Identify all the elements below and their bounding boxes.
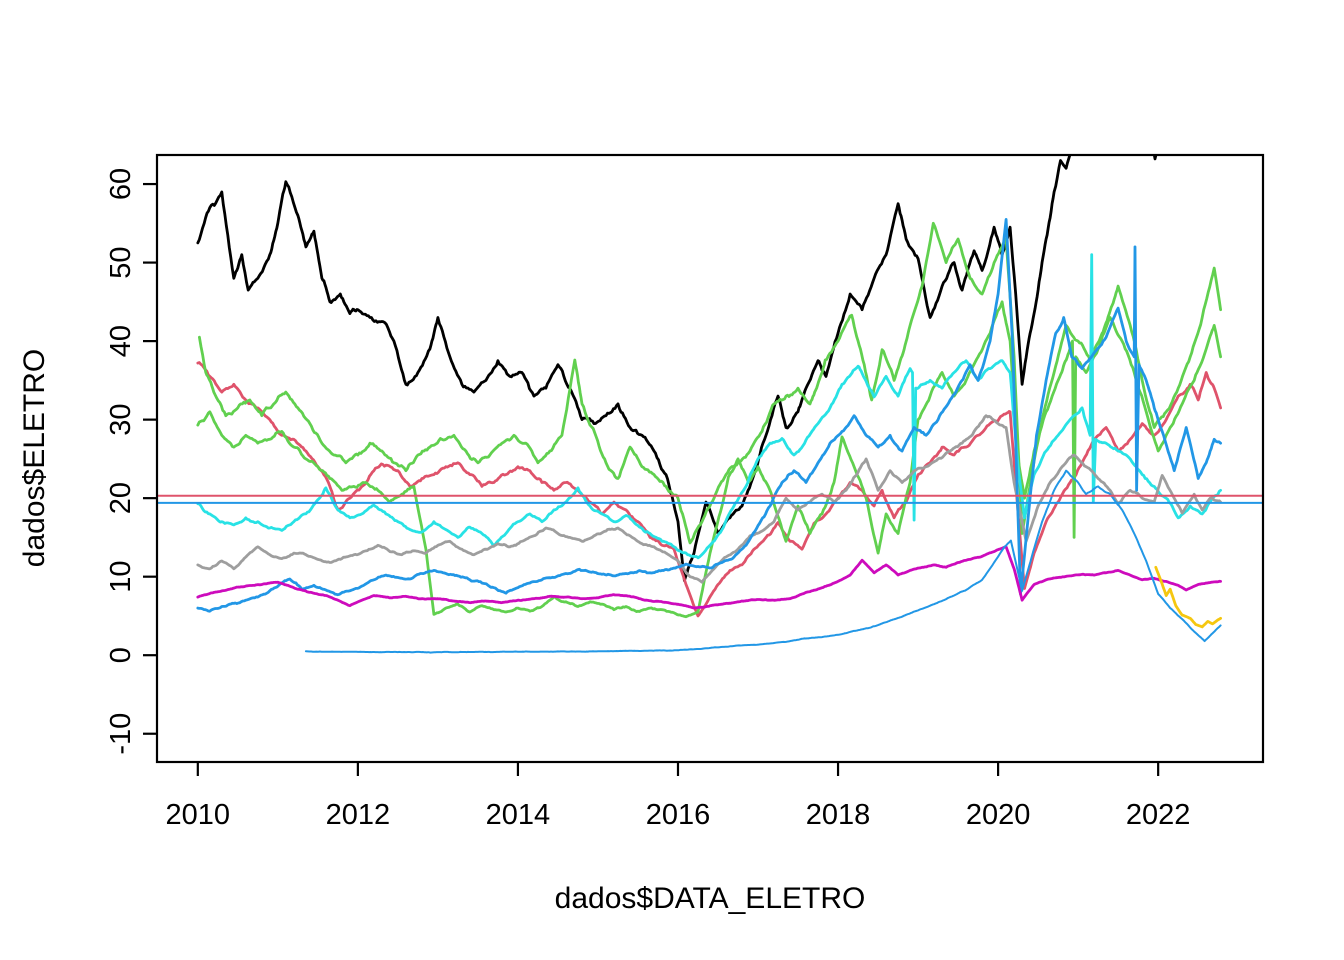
x-tick-label: 2022 [1126,799,1191,831]
axes-group: 2010 2012 2014 2016 2018 2020 2022 -10 0 10 20 30 40… [105,168,1190,831]
y-tick-label: 50 [105,246,137,278]
y-tick-label: -10 [105,713,137,755]
series-line-gray [196,414,1222,584]
series-line-black [196,155,1158,582]
y-tick-label: 0 [105,647,137,663]
y-tick-label: 20 [105,482,137,514]
series-line-lightblue [304,469,1222,654]
y-tick-label: 30 [105,403,137,435]
series-line-green-2 [196,300,1222,619]
x-tick-label: 2020 [966,799,1031,831]
series-line-blue [196,218,1222,613]
x-tick-label: 2010 [166,799,231,831]
series-group [196,155,1222,654]
y-tick-label: 40 [105,325,137,357]
y-tick-label: 60 [105,168,137,200]
y-axis-title: dados$ELETRO [18,349,51,567]
series-line-cyan [196,253,1222,560]
x-tick-label: 2014 [486,799,551,831]
series-line-red [196,361,1222,618]
plot-border [155,153,1265,764]
x-axis-title: dados$DATA_ELETRO [555,882,866,915]
series-line-magenta [196,545,1222,610]
x-tick-label: 2018 [806,799,871,831]
hline-group [157,494,1263,504]
x-tick-label: 2012 [326,799,391,831]
series-line-green-1 [198,221,1222,545]
x-tick-label: 2016 [646,799,711,831]
y-tick-label: 10 [105,561,137,593]
series-line-gold [1154,565,1222,629]
